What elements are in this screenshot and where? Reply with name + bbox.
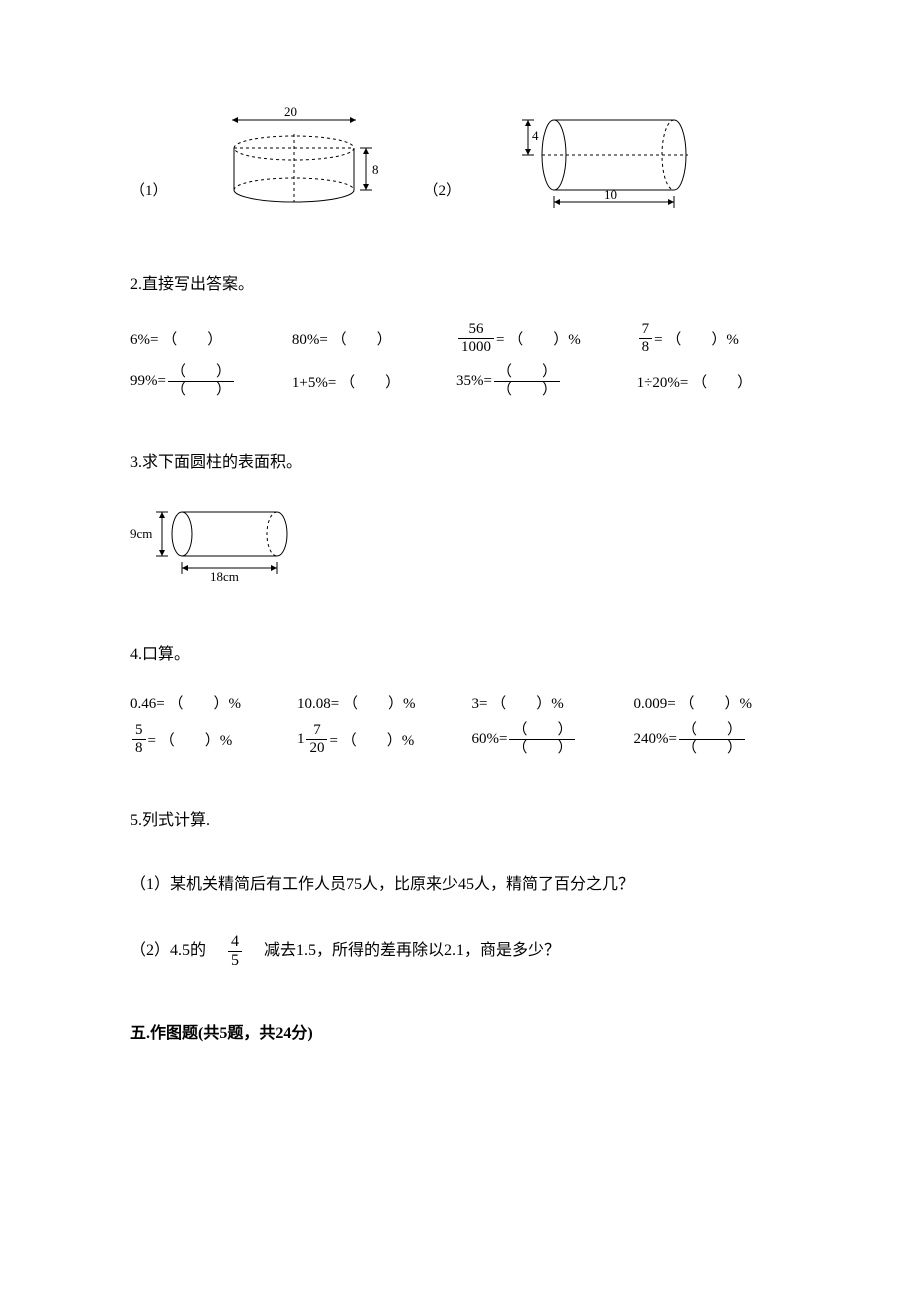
q2-grid: 6%= （ ） 80%= （ ） 561000 = （ ）% 78 = （ ）% 99%… bbox=[130, 322, 790, 398]
eq-cell: 1720 = （ ）% bbox=[297, 723, 454, 756]
q2-prompt: 2.直接写出答案。 bbox=[130, 270, 790, 294]
q4-grid: 0.46= （ ）% 10.08= （ ）% 3= （ ）% 0.009= （ ）% 5… bbox=[130, 692, 790, 756]
q3-prompt: 3.求下面圆柱的表面积。 bbox=[130, 448, 790, 472]
eq-cell: 1+5%= （ ） bbox=[292, 365, 438, 398]
q5-sub2-pre: （2）4.5的 bbox=[130, 942, 222, 959]
fig2-len: 10 bbox=[604, 187, 617, 202]
eq-cell: 60%= （ ）（ ） bbox=[471, 723, 615, 756]
figure2-label: （2） bbox=[424, 179, 468, 210]
fig3-len: 18cm bbox=[210, 569, 239, 584]
q5-sub1: （1）某机关精简后有工作人员75人，比原来少45人，精简了百分之几？ bbox=[130, 870, 790, 894]
eq-cell: 58 = （ ）% bbox=[130, 723, 279, 756]
q5-sub2: （2）4.5的 4 5 减去1.5，所得的差再除以2.1，商是多少？ bbox=[130, 934, 790, 969]
eq-cell: 1÷20%= （ ） bbox=[637, 365, 790, 398]
figure1-label: （1） bbox=[130, 179, 174, 210]
q5-sub2-post: 减去1.5，所得的差再除以2.1，商是多少？ bbox=[248, 942, 560, 959]
eq-cell: 99%= （ ）（ ） bbox=[130, 365, 274, 398]
eq-cell: 35%= （ ）（ ） bbox=[456, 365, 619, 398]
eq-cell: 0.009= （ ）% bbox=[634, 692, 791, 713]
figure3-svg: 9cm 18cm bbox=[130, 500, 300, 585]
figure-row: （1） 20 bbox=[130, 100, 790, 210]
eq-cell: 6%= （ ） bbox=[130, 322, 274, 355]
eq-cell: 10.08= （ ）% bbox=[297, 692, 454, 713]
q5-sub2-frac: 4 5 bbox=[228, 934, 242, 969]
figure1-svg: 20 8 bbox=[214, 100, 384, 210]
eq-cell: 0.46= （ ）% bbox=[130, 692, 279, 713]
fig2-diam: 4 bbox=[532, 128, 539, 143]
fig1-height: 8 bbox=[372, 162, 379, 177]
eq-cell: 561000 = （ ）% bbox=[456, 322, 619, 355]
fig1-width: 20 bbox=[284, 104, 297, 119]
eq-cell: 80%= （ ） bbox=[292, 322, 438, 355]
q4-prompt: 4.口算。 bbox=[130, 640, 790, 664]
eq-cell: 3= （ ）% bbox=[471, 692, 615, 713]
eq-cell: 240%= （ ）（ ） bbox=[634, 723, 791, 756]
fig3-diam: 9cm bbox=[130, 526, 152, 541]
figure2-svg: 4 10 bbox=[507, 100, 707, 210]
q5-prompt: 5.列式计算. bbox=[130, 806, 790, 830]
section5-title: 五.作图题(共5题，共24分) bbox=[130, 1019, 790, 1043]
eq-cell: 78 = （ ）% bbox=[637, 322, 790, 355]
